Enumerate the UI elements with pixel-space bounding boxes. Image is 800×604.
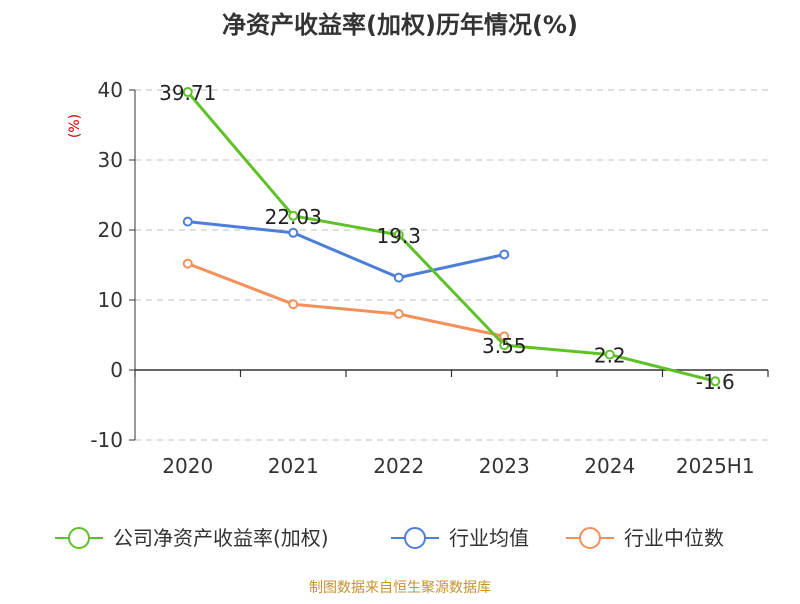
x-tick-label: 2022 — [373, 454, 424, 478]
y-tick-label: -10 — [90, 428, 123, 452]
series-line — [186, 220, 506, 280]
data-point — [288, 299, 299, 310]
legend-item[interactable]: 行业中位数 — [566, 526, 724, 550]
x-tick-label: 2021 — [268, 454, 319, 478]
axes: -10 0 10 20 30 40 2020 2021 2022 2023 2024 2025H1 — [90, 78, 769, 478]
data-labels: 39.71 22.03 19.3 3.55 2.2 -1.6 — [159, 81, 735, 394]
data-label: 22.03 — [265, 205, 322, 229]
x-tick-label: 2020 — [162, 454, 213, 478]
series-line — [186, 262, 506, 338]
x-tick-label: 2023 — [479, 454, 530, 478]
data-label: 19.3 — [376, 224, 421, 248]
data-point — [393, 309, 404, 319]
legend[interactable]: 公司净资产收益率(加权) 行业均值 行业中位数 — [55, 526, 724, 550]
legend-label: 公司净资产收益率(加权) — [113, 526, 329, 550]
y-tick-label: 10 — [98, 288, 123, 312]
data-point — [182, 216, 193, 227]
legend-item[interactable]: 行业均值 — [391, 526, 529, 550]
x-tick-label: 2024 — [584, 454, 635, 478]
y-axis-label: (%) — [67, 114, 83, 138]
y-tick-label: 30 — [98, 148, 123, 172]
data-point — [710, 376, 721, 387]
y-tick-label: 20 — [98, 218, 123, 242]
legend-swatch-marker — [68, 527, 90, 549]
legend-swatch-marker — [579, 527, 601, 549]
legend-item[interactable]: 公司净资产收益率(加权) — [55, 526, 329, 550]
legend-label: 行业中位数 — [624, 526, 724, 550]
y-tick-label: 40 — [98, 78, 123, 102]
legend-label: 行业均值 — [449, 526, 529, 550]
data-point — [499, 249, 510, 260]
data-point — [288, 210, 299, 221]
data-label: 39.71 — [159, 81, 216, 105]
series-lines — [182, 87, 721, 387]
data-label: 3.55 — [482, 334, 527, 358]
data-point — [499, 340, 510, 351]
source-note: 制图数据来自恒生聚源数据库 — [309, 580, 491, 596]
data-point — [182, 87, 193, 98]
data-point — [604, 349, 615, 360]
legend-swatch-marker — [404, 527, 426, 549]
chart-title: 净资产收益率(加权)历年情况(%) — [222, 11, 578, 39]
data-point — [288, 227, 299, 238]
y-tick-label: 0 — [110, 358, 123, 382]
data-label: -1.6 — [696, 370, 735, 394]
data-point — [393, 229, 404, 240]
data-point — [182, 258, 193, 269]
data-label: 2.2 — [594, 344, 626, 368]
data-point — [393, 272, 404, 283]
x-tick-label: 2025H1 — [676, 454, 755, 478]
series-line — [186, 90, 717, 383]
